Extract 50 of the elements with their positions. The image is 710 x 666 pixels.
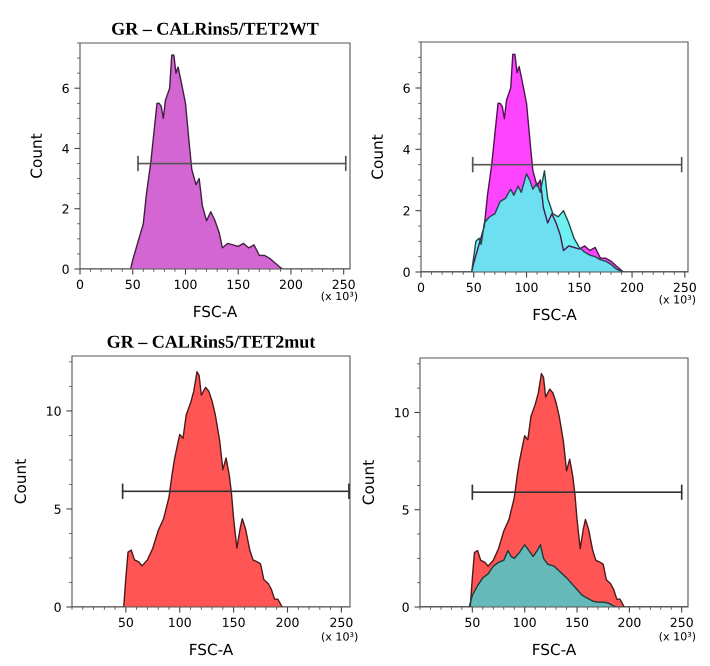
text: (x 10³) bbox=[322, 292, 358, 302]
y-tick-label: 6 bbox=[404, 83, 410, 93]
x-axis-title: FSC-A bbox=[194, 306, 238, 318]
x-tick-label: 150 bbox=[566, 618, 588, 628]
text: (x 10³) bbox=[660, 295, 696, 305]
chart-title: GR – CALRins5/TET2mut bbox=[108, 335, 316, 348]
x-tick-label: 250 bbox=[330, 618, 352, 628]
y-tick-label: 4 bbox=[62, 144, 69, 154]
x-tick-label: 150 bbox=[228, 280, 250, 290]
x-tick-label: 0 bbox=[76, 280, 84, 290]
x-tick-label: 50 bbox=[465, 618, 480, 628]
x-axis-title: FSC-A bbox=[533, 644, 576, 656]
x-axis-title: FSC-A bbox=[190, 644, 234, 656]
x-tick-label: 100 bbox=[174, 280, 197, 290]
x-tick-label: 200 bbox=[618, 618, 640, 628]
x-tick-label: 250 bbox=[670, 618, 693, 628]
x-tick-label: 0 bbox=[418, 282, 424, 292]
x-tick-label: 50 bbox=[466, 282, 481, 292]
x-tick-label: 250 bbox=[332, 280, 355, 290]
x-axis-title: FSC-A bbox=[534, 308, 577, 320]
y-axis-title: Count bbox=[14, 459, 26, 504]
x-tick-label: 200 bbox=[280, 280, 302, 290]
y-axis-title: Count bbox=[362, 460, 374, 504]
y-tick-label: 2 bbox=[62, 204, 68, 214]
x-tick-label: 50 bbox=[118, 618, 133, 628]
x-tick-label: 100 bbox=[169, 618, 191, 628]
x-tick-label: 150 bbox=[568, 282, 590, 292]
y-tick-label: 5 bbox=[54, 504, 60, 514]
y-tick-label: 5 bbox=[402, 505, 408, 515]
y-tick-label: 0 bbox=[54, 602, 61, 612]
chart-title: GR – CALRins5/TET2WT bbox=[112, 22, 319, 35]
x-tick-label: 200 bbox=[276, 618, 299, 628]
y-axis-title: Count bbox=[371, 134, 384, 179]
x-tick-label: 150 bbox=[223, 618, 245, 628]
y-tick-label: 10 bbox=[395, 408, 409, 418]
y-tick-label: 2 bbox=[404, 206, 410, 216]
x-tick-label: 50 bbox=[126, 280, 140, 290]
x-tick-label: 100 bbox=[516, 282, 538, 292]
y-tick-label: 0 bbox=[62, 264, 69, 274]
text: (x 10³) bbox=[660, 632, 696, 642]
x-tick-label: 250 bbox=[674, 282, 696, 292]
x-tick-label: 100 bbox=[514, 618, 536, 628]
y-tick-label: 0 bbox=[403, 267, 410, 277]
y-tick-label: 4 bbox=[403, 144, 410, 154]
y-tick-label: 6 bbox=[62, 84, 69, 94]
x-tick-label: 200 bbox=[621, 282, 644, 292]
y-tick-label: 0 bbox=[402, 602, 409, 612]
y-axis-title: Count bbox=[30, 134, 42, 178]
text: (x 10³) bbox=[322, 632, 358, 642]
y-tick-label: 10 bbox=[47, 406, 61, 416]
